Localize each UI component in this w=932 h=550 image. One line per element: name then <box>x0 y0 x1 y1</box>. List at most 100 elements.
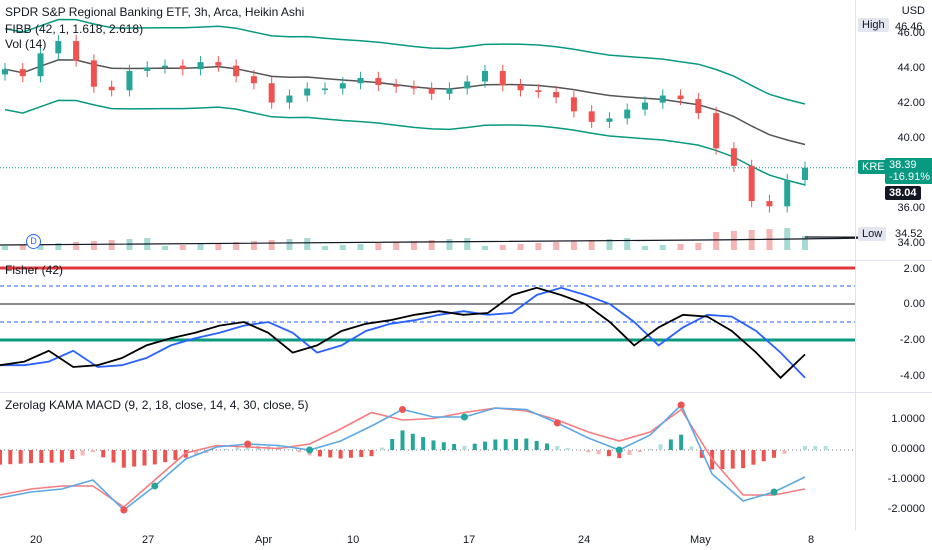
candle-body <box>233 65 240 77</box>
volume-bar <box>322 246 328 250</box>
volume-bar <box>197 244 204 250</box>
candle-body <box>482 70 488 82</box>
candle-body <box>268 83 275 103</box>
volume-bar <box>802 236 808 250</box>
macd-histogram-bar <box>132 450 137 467</box>
high-value: 46.46 <box>895 21 923 33</box>
volume-bar <box>2 246 8 250</box>
y-tick: -1.0000 <box>887 473 925 485</box>
fibb-legend: FIBB (42, 1, 1.618, 2.618) <box>5 22 144 36</box>
macd-cross-dot <box>770 488 778 496</box>
volume-bar <box>535 243 542 250</box>
y-tick: 34.00 <box>897 237 925 249</box>
volume-bar <box>268 240 275 250</box>
volume-bar <box>624 238 631 250</box>
macd-histogram-bar <box>514 438 519 450</box>
symbol-tag[interactable]: KRE <box>858 160 889 174</box>
volume-bar <box>428 240 435 250</box>
candle-body <box>250 76 257 84</box>
volume-legend: Vol (14) <box>5 37 47 51</box>
macd-histogram-bar <box>70 450 75 459</box>
macd-cross-dot <box>120 506 128 514</box>
pane-separator[interactable] <box>0 392 932 393</box>
macd-histogram-bar <box>689 446 694 450</box>
candle-body <box>766 201 773 207</box>
candle-body <box>19 69 26 77</box>
fibb-basis-line <box>4 59 806 146</box>
volume-bar <box>179 245 186 250</box>
price-pane[interactable] <box>0 18 883 251</box>
macd-histogram-bar <box>544 443 549 450</box>
fisher-legend: Fisher (42) <box>5 263 64 277</box>
macd-histogram-bar <box>772 450 777 458</box>
candle-body <box>464 81 471 89</box>
candle-body <box>2 69 8 75</box>
dividend-letter: D <box>30 236 37 246</box>
macd-cross-dot <box>460 413 468 421</box>
candle-body <box>144 67 151 71</box>
y-tick: 2.00 <box>903 263 925 275</box>
macd-histogram-bar <box>741 450 746 469</box>
y-tick: 0.0000 <box>891 443 925 455</box>
currency-label: USD <box>901 5 925 17</box>
candle-body <box>624 109 631 119</box>
macd-histogram-bar <box>173 450 178 460</box>
volume-bar <box>233 242 240 250</box>
macd-histogram-bar <box>359 450 364 457</box>
volume-bar <box>55 243 62 250</box>
macd-cross-dot <box>306 446 314 454</box>
macd-histogram-bar <box>441 442 446 450</box>
candle-body <box>659 95 666 103</box>
candle-body <box>339 83 346 89</box>
candle-body <box>748 165 755 202</box>
price-axis[interactable]: USD 46.00 44.00 42.00 40.00 36.00 34.00 … <box>855 0 932 530</box>
macd-histogram-bar <box>90 450 95 453</box>
x-tick: 24 <box>578 534 591 546</box>
candle-body <box>108 86 115 91</box>
volume-bar <box>570 241 577 250</box>
x-tick: 27 <box>142 534 155 546</box>
candle-body <box>713 113 720 149</box>
y-tick: 1.0000 <box>891 413 925 425</box>
volume-bar <box>517 244 524 250</box>
candle-body <box>517 84 524 91</box>
volume-bar <box>250 241 257 250</box>
volume-bar <box>37 244 44 250</box>
x-tick: 17 <box>463 534 476 546</box>
candle-body <box>642 102 648 110</box>
volume-bar <box>677 244 684 250</box>
macd-histogram-bar <box>390 439 395 450</box>
fibb-upper-band <box>4 18 806 105</box>
volume-bar <box>162 246 168 250</box>
macd-histogram-bar <box>751 450 756 465</box>
macd-histogram-bar <box>483 441 488 450</box>
macd-histogram-bar <box>328 450 333 458</box>
macd-histogram-bar <box>348 450 353 458</box>
macd-histogram-bar <box>679 434 684 450</box>
volume-bar <box>19 245 26 250</box>
macd-histogram-bar <box>452 444 457 450</box>
macd-histogram-bar <box>803 445 807 450</box>
macd-cross-dot <box>615 446 623 454</box>
dividend-marker[interactable]: D <box>26 234 41 249</box>
candle-body <box>499 70 506 85</box>
macd-histogram-bar <box>462 445 467 450</box>
volume-bar <box>304 238 311 250</box>
volume-bar <box>464 238 471 250</box>
macd-cross-dot <box>244 440 252 448</box>
macd-histogram-bar <box>338 450 343 459</box>
macd-histogram-bar <box>421 437 426 450</box>
x-tick: Apr <box>255 534 273 546</box>
pane-separator[interactable] <box>0 260 932 261</box>
macd-histogram-bar <box>152 450 157 465</box>
macd-histogram-bar <box>617 450 622 459</box>
macd-pane[interactable] <box>0 401 855 514</box>
macd-histogram-bar <box>637 450 642 452</box>
fisher-pane[interactable] <box>0 266 855 380</box>
fibb-lower-band <box>4 99 806 186</box>
candle-body <box>393 84 400 87</box>
price-change: -16.91% <box>889 171 930 183</box>
macd-histogram-bar <box>565 448 570 450</box>
macd-histogram-bar <box>524 438 529 450</box>
